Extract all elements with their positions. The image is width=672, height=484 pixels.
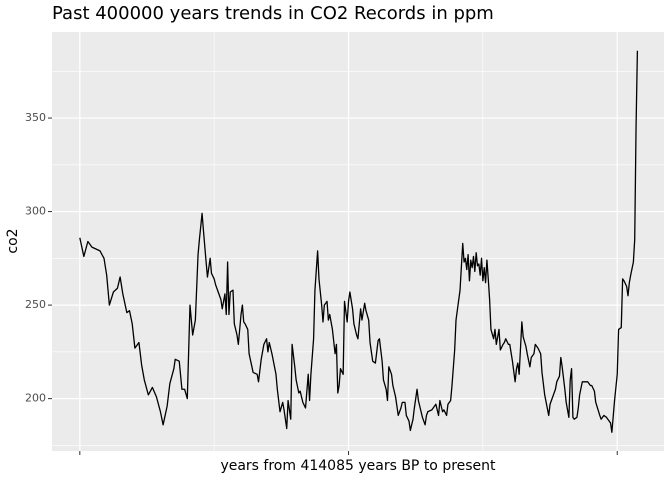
y-axis-label: co2	[5, 228, 21, 253]
y-tick-label: 350	[25, 111, 46, 124]
y-tick-label: 200	[25, 392, 46, 405]
x-axis-label: years from 414085 years BP to present	[220, 458, 496, 474]
y-tick-label: 300	[25, 205, 46, 218]
panel	[52, 32, 664, 451]
chart-title: Past 400000 years trends in CO2 Records …	[52, 3, 494, 24]
co2-line	[79, 50, 639, 433]
y-tick-label: 250	[25, 298, 46, 311]
